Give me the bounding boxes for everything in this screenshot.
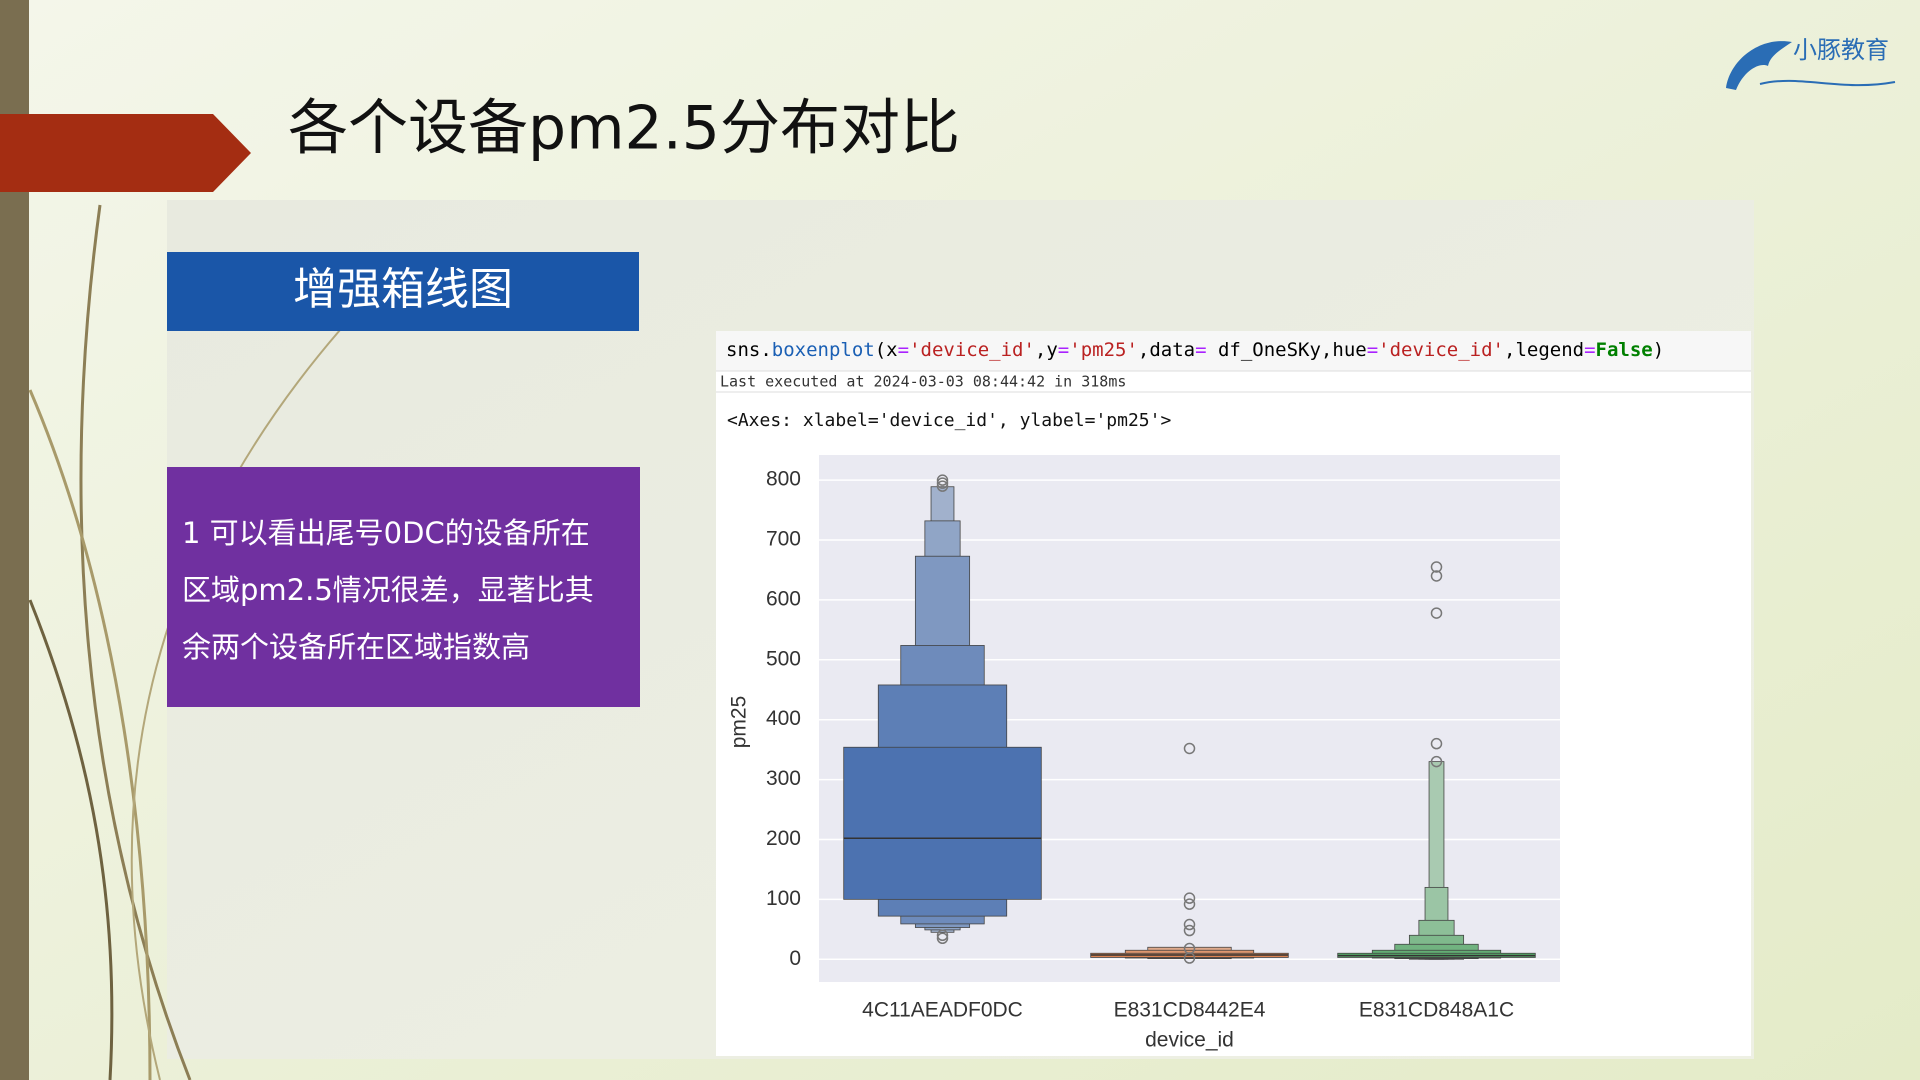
outlier bbox=[1183, 952, 1196, 964]
outlier bbox=[1183, 742, 1196, 755]
x-axis-label: device_id bbox=[1145, 1029, 1234, 1052]
section-label: 增强箱线图 bbox=[293, 264, 513, 315]
description: 1 可以看出尾号0DC的设备所在区域pm2.5情况很差，显著比其余两个设备所在区… bbox=[182, 516, 594, 664]
y-tick-label: 700 bbox=[766, 528, 801, 551]
description-line: 余两个设备所在区域指数高 bbox=[182, 630, 530, 664]
x-tick-label: E831CD8442E4 bbox=[1114, 999, 1266, 1022]
description-line: 区域pm2.5情况很差，显著比其 bbox=[182, 573, 594, 607]
y-tick-label: 500 bbox=[766, 647, 801, 670]
code-token: ) bbox=[1653, 339, 1664, 361]
code-token: (x bbox=[875, 339, 898, 361]
y-tick-label: 100 bbox=[766, 887, 801, 910]
title-arrow bbox=[0, 114, 251, 192]
slide-title: 各个设备pm2.5分布对比 bbox=[288, 94, 960, 164]
code-token: df_OneSKy,hue bbox=[1207, 339, 1367, 361]
y-tick-label: 800 bbox=[766, 468, 801, 491]
code-token: = bbox=[1195, 339, 1206, 361]
y-tick-label: 600 bbox=[766, 587, 801, 610]
outlier bbox=[1430, 755, 1443, 768]
code-token: 'pm25' bbox=[1069, 339, 1138, 361]
code-token: = bbox=[1584, 339, 1595, 361]
code-token: ,legend bbox=[1504, 339, 1584, 361]
code-token: ,y bbox=[1035, 339, 1058, 361]
y-tick-label: 0 bbox=[789, 947, 801, 970]
code-token: sns. bbox=[726, 339, 772, 361]
box-level bbox=[843, 746, 1042, 900]
chart: 0 100 200 300 400 500 600 700 800 device_id pm25 4C… bbox=[728, 455, 1560, 1052]
description-box bbox=[167, 467, 640, 707]
code-token: 'device_id' bbox=[1378, 339, 1504, 361]
outlier bbox=[936, 929, 949, 942]
description-line: 1 可以看出尾号0DC的设备所在 bbox=[182, 516, 590, 550]
code-token: = bbox=[898, 339, 909, 361]
y-tick-label: 400 bbox=[766, 707, 801, 730]
outlier bbox=[1430, 561, 1443, 573]
x-tick-label: E831CD848A1C bbox=[1359, 999, 1514, 1022]
execution-note: Last executed at 2024-03-03 08:44:42 in … bbox=[720, 373, 1126, 391]
outlier bbox=[1183, 918, 1196, 931]
code-token: = bbox=[1058, 339, 1069, 361]
outlier bbox=[936, 480, 949, 492]
outlier bbox=[936, 474, 949, 486]
code-area bbox=[716, 331, 1751, 371]
y-axis-label: pm25 bbox=[728, 696, 751, 749]
code-token: ,data bbox=[1138, 339, 1195, 361]
outlier bbox=[1430, 570, 1443, 582]
y-tick-label: 200 bbox=[766, 827, 801, 850]
code-line: sns.boxenplot(x='device_id',y='pm25',dat… bbox=[726, 339, 1664, 361]
output-text: <Axes: xlabel='device_id', ylabel='pm25'… bbox=[727, 410, 1171, 431]
logo: 小豚教育 bbox=[1726, 36, 1896, 90]
outlier bbox=[1183, 924, 1196, 937]
outlier bbox=[1430, 607, 1443, 619]
code-token: = bbox=[1367, 339, 1378, 361]
outlier bbox=[1183, 898, 1196, 910]
outlier bbox=[1430, 737, 1443, 750]
section-label-box bbox=[167, 252, 639, 331]
logo-text: 小豚教育 bbox=[1793, 36, 1889, 64]
decor-curves bbox=[28, 204, 341, 1080]
outlier bbox=[936, 932, 949, 945]
code-token: False bbox=[1596, 339, 1653, 361]
code-token: 'device_id' bbox=[909, 339, 1035, 361]
outlier bbox=[1183, 892, 1196, 904]
x-tick-label: 4C11AEADF0DC bbox=[862, 999, 1023, 1022]
y-tick-label: 300 bbox=[766, 767, 801, 790]
outlier bbox=[936, 477, 949, 489]
code-token: boxenplot bbox=[772, 339, 875, 361]
